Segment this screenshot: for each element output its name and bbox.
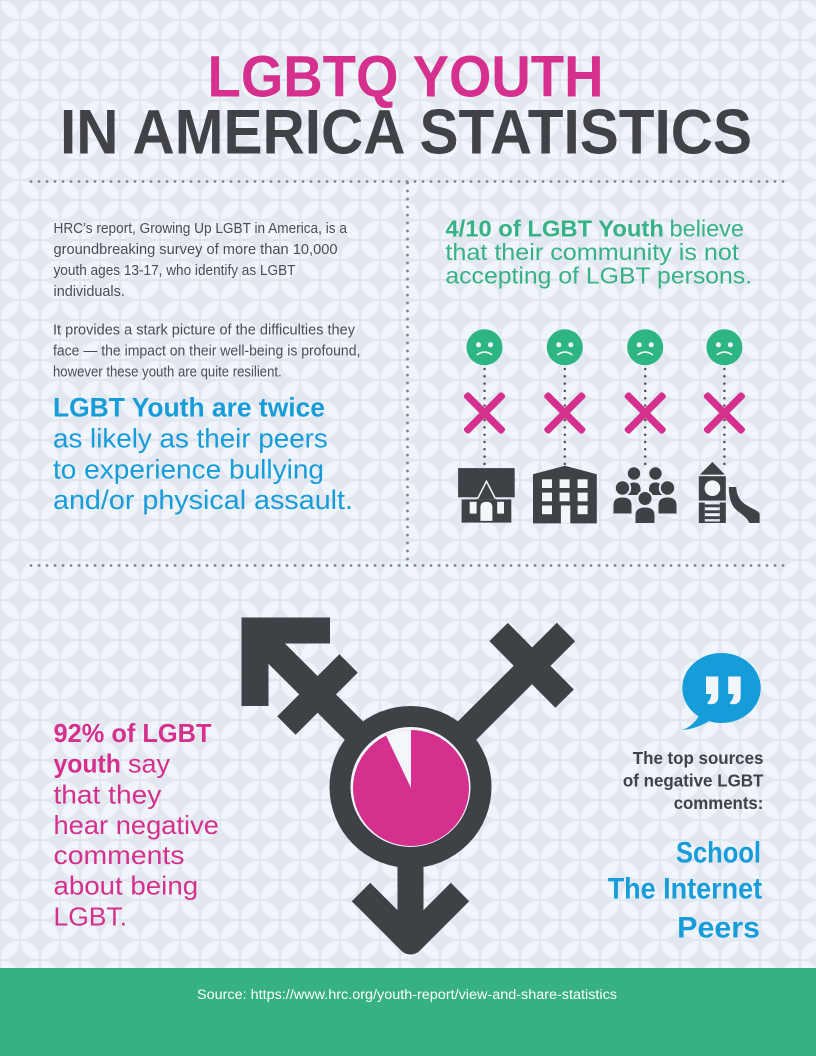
svg-text:LGBT.: LGBT.	[54, 903, 128, 931]
svg-text:that their community is not: that their community is not	[445, 239, 739, 265]
svg-text:say: say	[128, 751, 170, 779]
svg-text:Source: https://www.hrc.org/yo: Source: https://www.hrc.org/youth-report…	[197, 987, 617, 1002]
svg-text:School: School	[676, 837, 761, 870]
svg-text:LGBT Youth are twice: LGBT Youth are twice	[53, 393, 325, 423]
svg-text:that they: that they	[54, 781, 162, 809]
svg-text:4/10 of LGBT Youth: 4/10 of LGBT Youth	[445, 216, 664, 242]
svg-text:individuals.: individuals.	[54, 283, 125, 300]
svg-text:hear negative: hear negative	[54, 812, 219, 840]
svg-text:youth ages 13-17, who identify: youth ages 13-17, who identify as LGBT	[54, 262, 296, 279]
svg-text:LGBTQ YOUTH: LGBTQ YOUTH	[208, 45, 604, 110]
svg-text:and/or physical assault.: and/or physical assault.	[53, 485, 353, 515]
svg-text:IN AMERICA STATISTICS: IN AMERICA STATISTICS	[60, 98, 752, 168]
svg-text:to experience bullying: to experience bullying	[53, 455, 324, 485]
svg-text:Peers: Peers	[677, 912, 760, 945]
svg-text:as likely as their peers: as likely as their peers	[53, 423, 328, 453]
svg-text:however these youth are quite: however these youth are quite resilient.	[53, 364, 282, 381]
svg-text:of negative LGBT: of negative LGBT	[623, 771, 764, 791]
svg-text:It provides a stark picture of: It provides a stark picture of the diffi…	[53, 322, 355, 339]
svg-text:The Internet: The Internet	[608, 873, 763, 906]
svg-text:HRC’s report, Growing Up LGBT: HRC’s report, Growing Up LGBT in America…	[54, 220, 348, 237]
svg-text:The top sources: The top sources	[633, 748, 764, 768]
svg-text:groundbreaking survey of more: groundbreaking survey of more than 10,00…	[54, 241, 338, 258]
svg-text:youth: youth	[54, 751, 121, 779]
svg-text:92% of LGBT: 92% of LGBT	[54, 720, 212, 748]
svg-text:face — the impact on their wel: face — the impact on their well-being is…	[53, 343, 360, 360]
svg-text:about being: about being	[54, 873, 199, 901]
svg-text:believe: believe	[670, 216, 745, 242]
svg-text:accepting of LGBT persons.: accepting of LGBT persons.	[445, 262, 752, 288]
svg-text:comments: comments	[54, 842, 185, 870]
svg-text:comments:: comments:	[674, 793, 764, 813]
